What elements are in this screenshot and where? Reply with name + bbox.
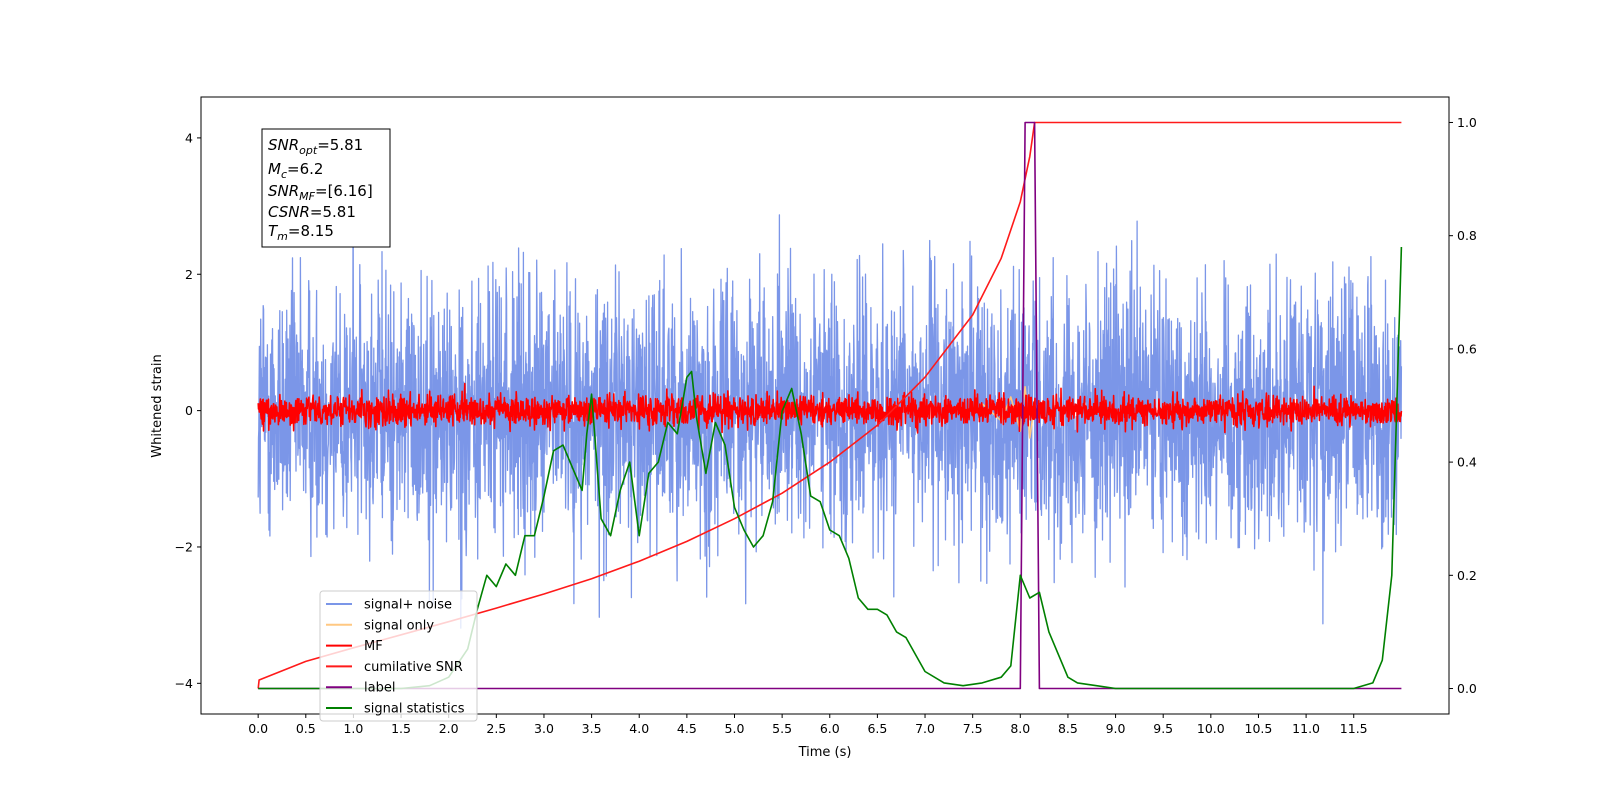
x-tick-label: 4.0 (629, 721, 649, 736)
y-axis-right: 0.0 0.2 0.4 0.6 0.8 1.0 (1449, 115, 1477, 696)
x-tick-label: 4.5 (677, 721, 697, 736)
x-tick-label: 8.5 (1058, 721, 1078, 736)
legend: signal+ noise signal only MF cumilative SNR… (319, 590, 478, 722)
x-tick-label: 6.0 (820, 721, 840, 736)
x-tick-label: 0.0 (248, 721, 268, 736)
x-tick-label: 0.5 (296, 721, 316, 736)
series-signal-statistics (258, 246, 1403, 690)
x-tick-label: 8.0 (1010, 721, 1030, 736)
legend-label-signal-noise: signal+ noise (364, 598, 452, 613)
y2-tick-label: 0.8 (1457, 228, 1477, 243)
y-tick-label: −2 (175, 539, 193, 554)
legend-label-cumilative-snr: cumilative SNR (364, 660, 463, 675)
annotation-frame (261, 128, 391, 248)
y-tick-label: 2 (185, 267, 193, 282)
annotation-box: SNRopt=5.81 Mc=6.2 SNRMF=[6.16] CSNR=5.8… (261, 128, 391, 248)
x-tick-label: 7.0 (915, 721, 935, 736)
y-axis-left: −4 −2 0 2 4 (175, 130, 201, 691)
legend-label-mf: MF (364, 639, 383, 654)
x-tick-label: 3.5 (582, 721, 602, 736)
x-tick-label: 9.5 (1153, 721, 1173, 736)
y-axis-label: Whitened strain (150, 354, 165, 457)
x-tick-label: 11.0 (1292, 721, 1320, 736)
x-tick-label: 5.5 (772, 721, 792, 736)
y2-tick-label: 0.6 (1457, 341, 1477, 356)
y2-tick-label: 0.4 (1457, 455, 1477, 470)
x-tick-label: 2.5 (486, 721, 506, 736)
annotation-tm: Tm=8.15 (268, 222, 334, 243)
legend-frame (319, 590, 478, 722)
x-tick-label: 1.5 (391, 721, 411, 736)
x-tick-label: 3.0 (534, 721, 554, 736)
y-tick-label: 4 (185, 130, 193, 145)
x-tick-label: 5.0 (725, 721, 745, 736)
y-tick-label: 0 (185, 403, 193, 418)
legend-label-signal-only: signal only (364, 618, 434, 633)
annotation-mc: Mc=6.2 (268, 160, 323, 181)
series-label (258, 121, 1402, 690)
annotation-snr-opt: SNRopt=5.81 (268, 136, 363, 157)
series-mf (257, 382, 1403, 434)
x-tick-label: 11.5 (1340, 721, 1368, 736)
x-axis: 0.0 0.5 1.0 1.5 2.0 2.5 3.0 3.5 4.0 4.5 5.0 5.5 6.0 6… (248, 714, 1368, 736)
y-tick-label: −4 (175, 676, 193, 691)
legend-label-signal-statistics: signal statistics (364, 702, 465, 717)
x-axis-label: Time (s) (798, 745, 852, 760)
x-tick-label: 9.0 (1106, 721, 1126, 736)
x-tick-label: 7.5 (963, 721, 983, 736)
x-tick-label: 10.0 (1197, 721, 1225, 736)
x-tick-label: 6.5 (867, 721, 887, 736)
x-tick-label: 10.5 (1245, 721, 1273, 736)
legend-label-label: label (364, 681, 395, 696)
x-tick-label: 2.0 (439, 721, 459, 736)
plot-frame (200, 96, 1450, 715)
annotation-csnr: CSNR=5.81 (268, 203, 356, 221)
x-tick-label: 1.0 (343, 721, 363, 736)
y2-tick-label: 0.2 (1457, 568, 1477, 583)
annotation-snr-mf: SNRMF=[6.16] (268, 182, 373, 203)
y2-tick-label: 1.0 (1457, 115, 1477, 130)
y2-tick-label: 0.0 (1457, 681, 1477, 696)
